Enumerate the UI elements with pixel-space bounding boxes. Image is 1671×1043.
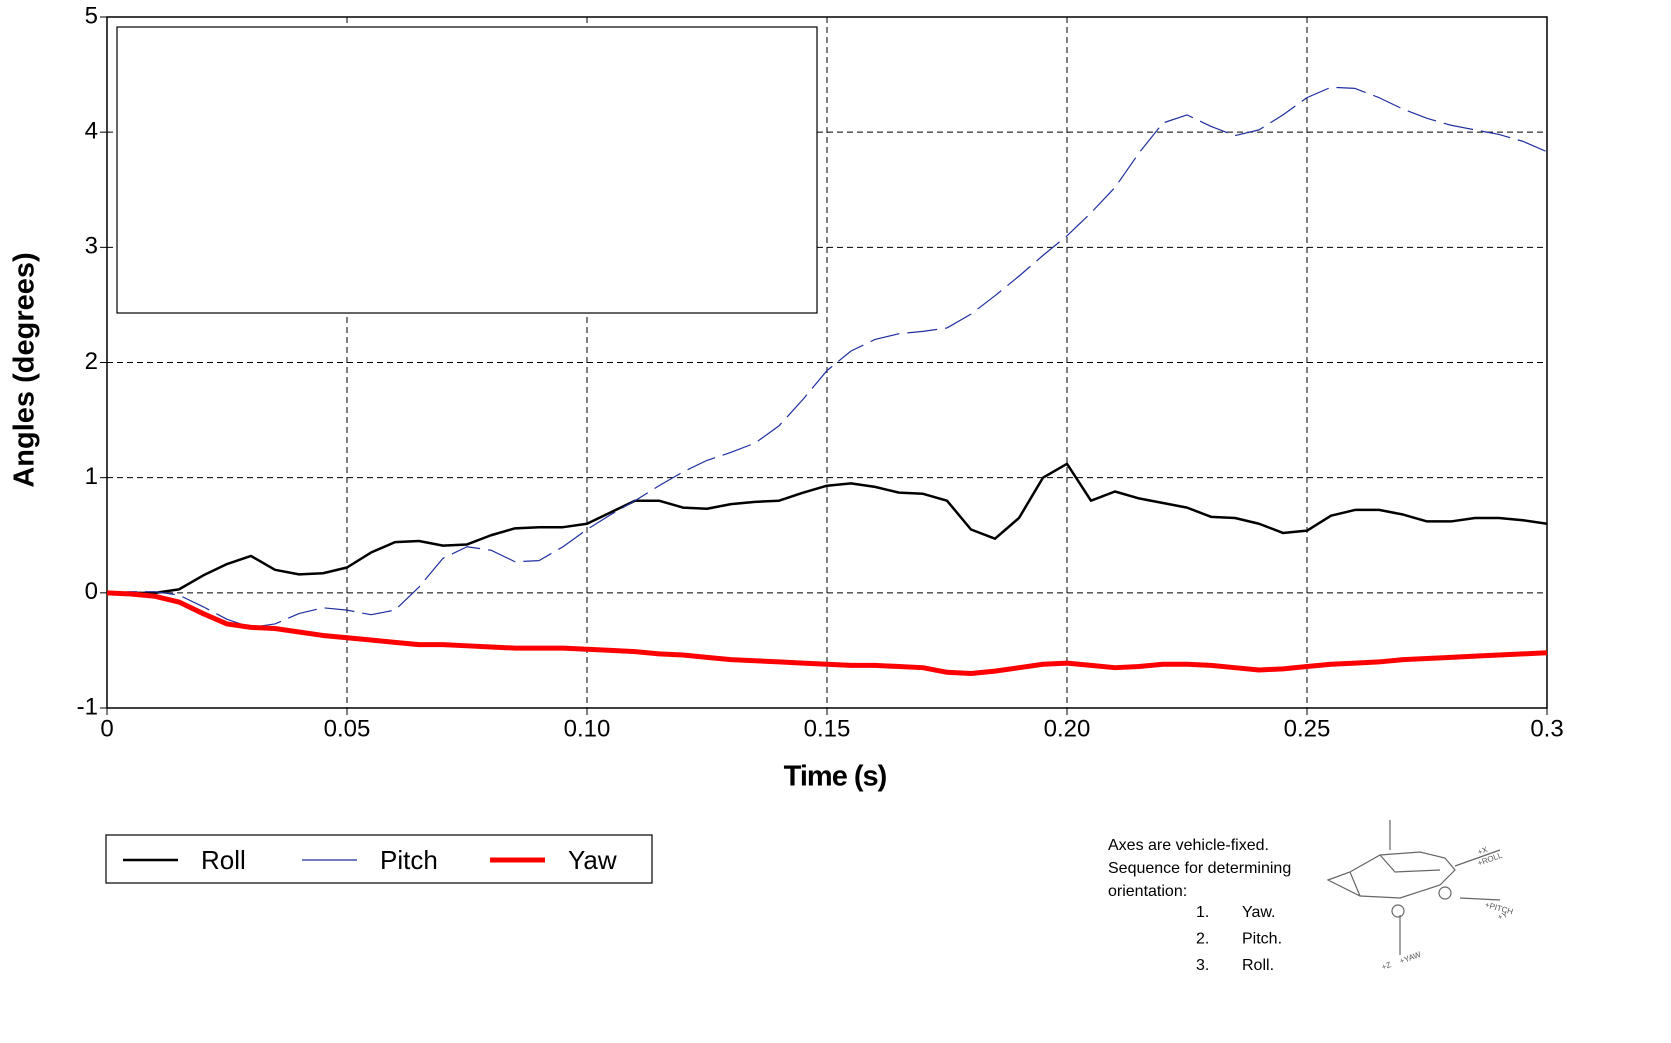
y-tick-label: 5: [85, 2, 98, 29]
note-line: orientation:: [1108, 883, 1187, 900]
note-line: Sequence for determining: [1108, 860, 1291, 877]
y-tick-label: 3: [85, 233, 98, 260]
note-step-number: 1.: [1196, 904, 1209, 921]
series-line: [106, 590, 1548, 676]
diagram-label: +Z: [1380, 960, 1392, 972]
note-step-text: Pitch.: [1242, 931, 1282, 948]
note-line: Axes are vehicle-fixed.: [1108, 837, 1269, 854]
vehicle-diagram: [1326, 820, 1501, 955]
legend-label: Roll: [201, 845, 246, 875]
y-tick-label: 1: [85, 463, 98, 490]
plot-border: [106, 16, 1548, 709]
legend-label: Pitch: [380, 845, 438, 875]
legend-box: [105, 834, 653, 884]
note-step-text: Roll.: [1242, 957, 1274, 974]
wheel: [1438, 886, 1452, 900]
axis-arrows: [1389, 820, 1501, 955]
x-tick-label: 0.15: [804, 715, 851, 742]
y-tick-label: -1: [77, 693, 98, 720]
x-tick-label: 0.05: [324, 715, 371, 742]
legend-label: Yaw: [568, 845, 617, 875]
wheel: [1391, 904, 1405, 918]
series-line: [107, 462, 1548, 595]
diagram-label: +X: [1476, 845, 1489, 857]
x-tick-label: 0: [100, 715, 113, 742]
x-axis-title: Time (s): [784, 761, 887, 793]
diagram-label: +Y: [1496, 910, 1509, 922]
x-tick-label: 0.3: [1530, 715, 1563, 742]
note-step-number: 2.: [1196, 931, 1209, 948]
note-step-text: Yaw.: [1242, 904, 1276, 921]
x-tick-label: 0.10: [564, 715, 611, 742]
y-tick-label: 4: [85, 118, 98, 145]
y-tick-label: 2: [85, 348, 98, 375]
y-tick-label: 0: [85, 578, 98, 605]
y-axis-title: Angles (degrees): [9, 252, 41, 487]
info-box: [116, 26, 818, 314]
x-tick-label: 0.20: [1044, 715, 1091, 742]
note-step-number: 3.: [1196, 957, 1209, 974]
car-edges: [1349, 854, 1441, 897]
x-tick-label: 0.25: [1284, 715, 1331, 742]
diagram-label: +YAW: [1398, 950, 1422, 966]
series-line: [106, 86, 1548, 628]
car-body: [1326, 851, 1456, 899]
